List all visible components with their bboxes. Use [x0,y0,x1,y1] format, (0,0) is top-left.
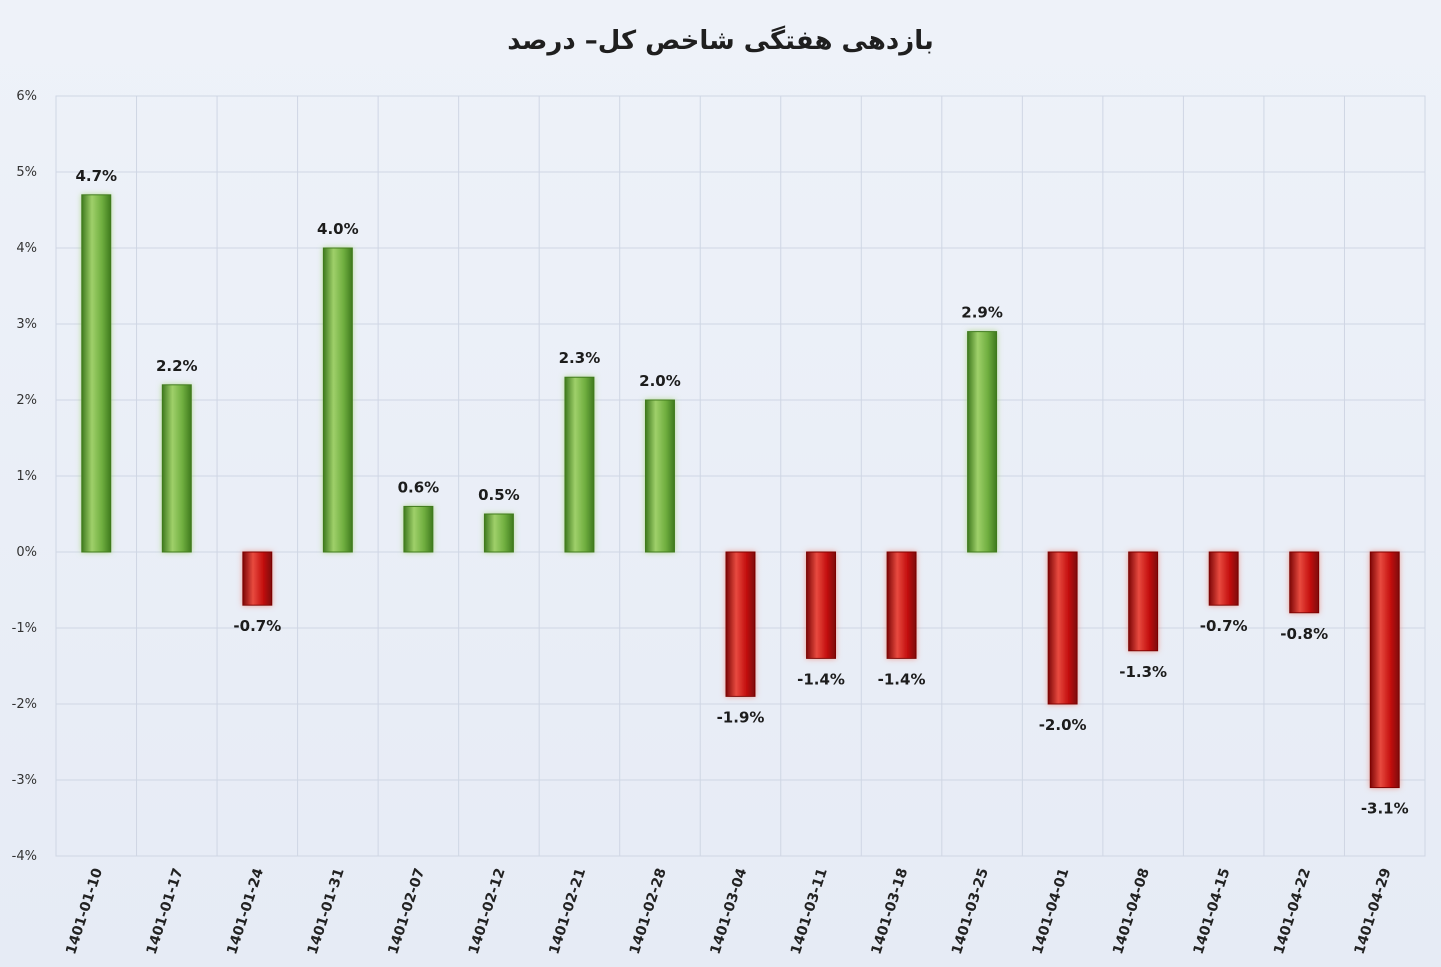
x-tick-label: 1401-02-28 [627,866,670,956]
x-tick-label: 1401-04-08 [1110,866,1153,956]
y-tick-label: 4% [16,241,37,256]
y-tick-label: -4% [12,849,37,864]
x-tick-label: 1401-04-15 [1191,866,1234,956]
x-tick-label: 1401-03-25 [949,866,992,956]
data-label: -0.7% [233,617,281,635]
bar [725,551,756,697]
x-tick-label: 1401-04-01 [1030,866,1073,956]
x-tick-label: 1401-01-10 [63,866,106,956]
data-label: 0.6% [398,478,440,496]
data-label: 4.7% [75,167,117,185]
y-tick-label: 6% [16,89,37,104]
data-label: 2.2% [156,357,198,375]
y-tick-label: -1% [12,621,37,636]
bar [81,194,112,553]
y-tick-label: 5% [16,165,37,180]
data-label: -0.8% [1280,625,1328,643]
bar [1047,551,1078,705]
bar [644,399,675,553]
x-tick-label: 1401-03-11 [788,866,831,956]
bar [1128,551,1159,652]
bar [403,505,434,553]
bar [322,247,353,553]
data-label: 2.9% [961,304,1003,322]
bar [806,551,837,659]
bar [886,551,917,659]
bar [1208,551,1239,606]
bar [161,384,192,553]
x-tick-label: 1401-03-18 [868,866,911,956]
data-label: -2.0% [1039,716,1087,734]
data-label: -1.9% [717,708,765,726]
data-label: 0.5% [478,486,520,504]
x-tick-label: 1401-03-04 [707,866,750,956]
x-tick-label: 1401-04-22 [1271,866,1314,956]
data-label: -1.3% [1119,663,1167,681]
data-label: -3.1% [1361,800,1409,818]
bar [483,513,514,553]
y-tick-label: 3% [16,317,37,332]
y-tick-label: 1% [16,469,37,484]
x-tick-label: 1401-01-17 [144,866,187,956]
data-label: -0.7% [1200,617,1248,635]
x-tick-label: 1401-02-07 [385,866,428,956]
x-tick-label: 1401-02-21 [546,866,589,956]
data-label: 4.0% [317,220,359,238]
bar [967,331,998,553]
y-tick-label: 0% [16,545,37,560]
y-tick-label: 2% [16,393,37,408]
x-tick-label: 1401-01-24 [224,866,267,956]
data-label: 2.0% [639,372,681,390]
bar [1369,551,1400,789]
x-tick-label: 1401-01-31 [305,866,348,956]
data-label: 2.3% [559,349,601,367]
bar [564,376,595,553]
x-tick-label: 1401-02-12 [466,866,509,956]
y-tick-label: -3% [12,773,37,788]
y-tick-label: -2% [12,697,37,712]
bar [242,551,273,606]
data-label: -1.4% [878,670,926,688]
bar [1289,551,1320,614]
data-label: -1.4% [797,670,845,688]
chart-title: بازدهی هفتگی شاخص کل– درصد [507,26,934,56]
x-tick-label: 1401-04-29 [1352,866,1395,956]
